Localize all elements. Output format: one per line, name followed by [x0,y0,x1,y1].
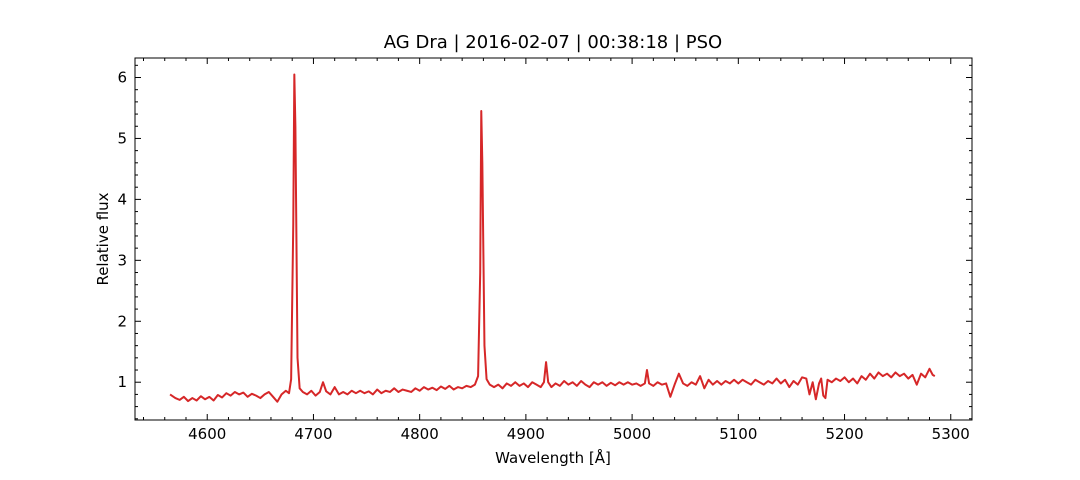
x-tick-label: 5000 [613,425,651,443]
plot-frame [134,57,973,421]
chart-title: AG Dra | 2016-02-07 | 00:38:18 | PSO [384,32,722,53]
y-tick-label: 5 [117,129,127,147]
x-tick-label: 4700 [294,425,332,443]
plot-area [169,73,936,403]
y-axis-label: Relative flux [94,192,112,285]
x-tick-label: 4800 [401,425,439,443]
x-axis: 4600 4700 4800 4900 5000 5100 5200 5300 [142,58,973,443]
x-tick-label: 5300 [932,425,970,443]
x-tick-label: 4900 [507,425,545,443]
y-axis: 1 2 3 4 5 6 [117,64,972,420]
x-tick-label: 5100 [719,425,757,443]
y-tick-label: 2 [117,312,127,330]
x-tick-label: 4600 [188,425,226,443]
y-tick-label: 1 [117,373,127,391]
x-tick-label: 5200 [825,425,863,443]
x-axis-label: Wavelength [Å] [495,448,611,467]
y-tick-label: 4 [117,190,127,208]
y-tick-label: 6 [117,69,127,87]
y-tick-label: 3 [117,251,127,269]
spectrum-line-0 [169,73,936,403]
